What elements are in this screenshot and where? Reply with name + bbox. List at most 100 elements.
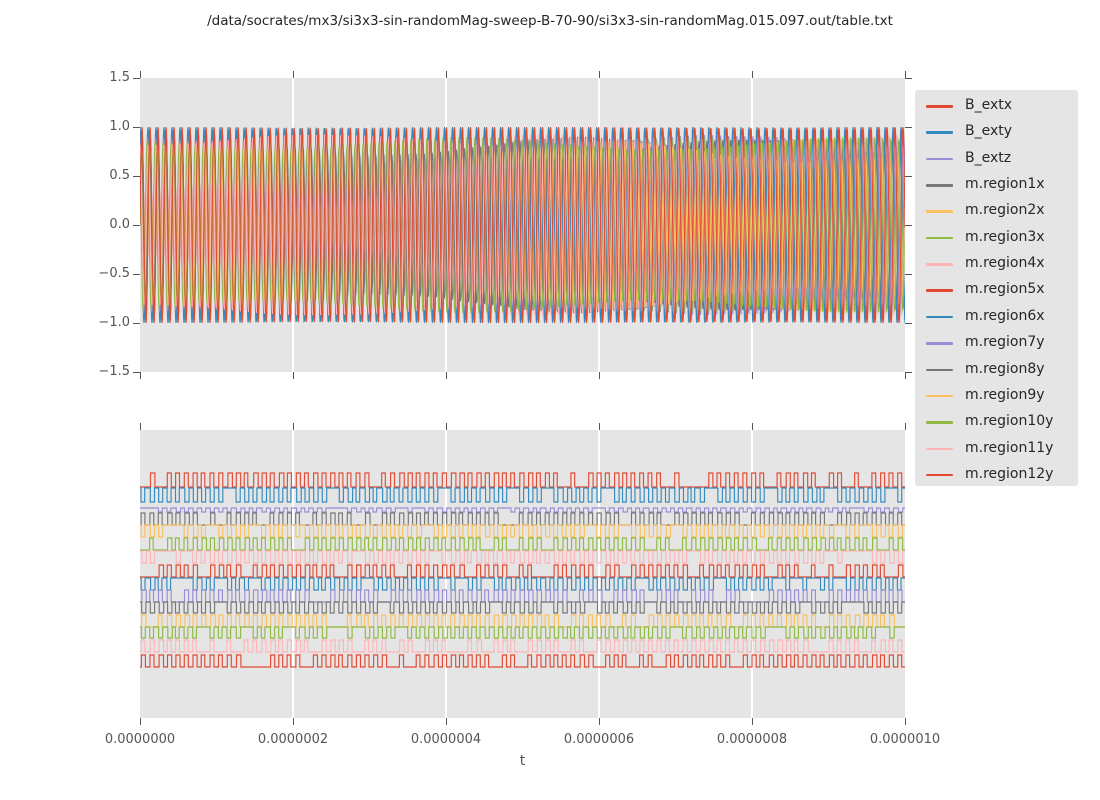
legend-line-swatch (926, 447, 953, 451)
legend-label: B_extz (965, 149, 1012, 166)
legend-row-m.region1x: m.region1x (915, 172, 1078, 198)
top-plot-axes (140, 78, 905, 372)
x-tick-mark (751, 423, 753, 430)
legend-label: m.region6x (965, 307, 1045, 324)
x-tick-mark (445, 372, 447, 379)
legend-row-m.region8y: m.region8y (915, 357, 1078, 383)
bottom-plot-canvas (140, 472, 905, 668)
legend-line-swatch (926, 289, 953, 293)
y-tick-mark (133, 371, 140, 373)
legend-line-swatch (926, 131, 953, 134)
top-plot-canvas (140, 126, 905, 324)
x-gridline (292, 430, 294, 718)
legend-row-m.region12y: m.region12y (915, 462, 1078, 488)
legend-row-m.region9y: m.region9y (915, 383, 1078, 409)
x-tick-mark (292, 71, 294, 78)
x-tick-mark (751, 718, 753, 725)
y-tick-mark (133, 273, 140, 275)
legend-label: m.region11y (965, 439, 1054, 456)
figure-title: /data/socrates/mx3/si3x3-sin-randomMag-s… (207, 13, 893, 29)
x-tick-mark (139, 71, 141, 78)
series-trace (140, 589, 905, 603)
x-tick-mark (751, 71, 753, 78)
legend-line-swatch (926, 263, 953, 266)
legend-label: m.region4x (965, 255, 1045, 272)
x-tick-label: 0.0000006 (563, 732, 635, 747)
series-trace (140, 639, 905, 653)
legend-row-B_extz: B_extz (915, 146, 1078, 172)
y-tick-label: 1.0 (109, 119, 130, 134)
legend-row-m.region11y: m.region11y (915, 436, 1078, 462)
y-tick-mark (905, 224, 912, 226)
series-trace (140, 577, 905, 591)
x-tick-mark (751, 372, 753, 379)
legend-line-swatch (926, 421, 953, 424)
x-axis-label: t (519, 753, 526, 769)
y-tick-label: −0.5 (98, 266, 130, 281)
x-tick-mark (292, 372, 294, 379)
y-tick-label: −1.5 (98, 364, 130, 379)
x-tick-mark (904, 372, 906, 379)
legend-label: m.region9y (965, 386, 1045, 403)
x-tick-mark (139, 372, 141, 379)
series-trace (140, 614, 905, 628)
legend-line-swatch (926, 236, 953, 240)
x-tick-mark (139, 718, 141, 725)
x-tick-mark (598, 71, 600, 78)
x-tick-mark (292, 423, 294, 430)
legend-row-m.region3x: m.region3x (915, 225, 1078, 251)
legend-line-swatch (926, 157, 953, 161)
x-gridline (598, 430, 600, 718)
x-tick-mark (598, 718, 600, 725)
x-tick-mark (904, 718, 906, 725)
series-trace (140, 524, 905, 538)
bottom-plot-axes (140, 430, 905, 718)
series-trace (140, 126, 905, 324)
legend-line-swatch (926, 105, 953, 108)
x-tick-mark (139, 423, 141, 430)
y-tick-label: 0.5 (109, 168, 130, 183)
legend-label: m.region7y (965, 334, 1045, 351)
legend-label: m.region10y (965, 413, 1054, 430)
x-tick-mark (904, 71, 906, 78)
legend-line-swatch (926, 394, 953, 398)
series-trace (140, 537, 905, 551)
x-tick-mark (445, 71, 447, 78)
legend-line-swatch (926, 315, 953, 319)
y-tick-mark (905, 77, 912, 79)
series-trace (140, 601, 905, 614)
x-tick-mark (292, 718, 294, 725)
x-tick-mark (445, 718, 447, 725)
legend-row-m.region6x: m.region6x (915, 304, 1078, 330)
legend-label: B_extx (965, 97, 1013, 113)
legend-row-m.region10y: m.region10y (915, 409, 1078, 435)
legend-line-swatch (926, 368, 953, 372)
series-trace (140, 626, 905, 639)
legend-row-m.region2x: m.region2x (915, 198, 1078, 224)
legend-line-swatch (926, 210, 953, 213)
x-tick-label: 0.0000010 (869, 732, 941, 747)
series-trace (140, 550, 905, 564)
y-tick-label: 0.0 (109, 217, 130, 232)
x-tick-mark (445, 423, 447, 430)
legend-line-swatch (926, 473, 953, 477)
x-tick-mark (598, 372, 600, 379)
x-tick-label: 0.0000000 (104, 732, 176, 747)
y-tick-label: 1.5 (109, 70, 130, 85)
legend-label: m.region2x (965, 202, 1045, 219)
y-tick-mark (905, 175, 912, 177)
y-tick-label: −1.0 (98, 315, 130, 330)
legend-label: m.region8y (965, 360, 1045, 377)
legend-row-B_extx: B_extx (915, 93, 1078, 119)
y-tick-mark (905, 273, 912, 275)
legend-row-m.region5x: m.region5x (915, 277, 1078, 303)
y-tick-mark (905, 322, 912, 324)
y-tick-mark (905, 371, 912, 373)
x-tick-label: 0.0000008 (716, 732, 788, 747)
series-trace (140, 487, 905, 503)
legend: B_extx B_exty B_extz m.region1x m.region2x m.… (915, 90, 1078, 486)
legend-row-m.region4x: m.region4x (915, 251, 1078, 277)
legend-row-B_exty: B_exty (915, 119, 1078, 145)
y-tick-mark (133, 175, 140, 177)
